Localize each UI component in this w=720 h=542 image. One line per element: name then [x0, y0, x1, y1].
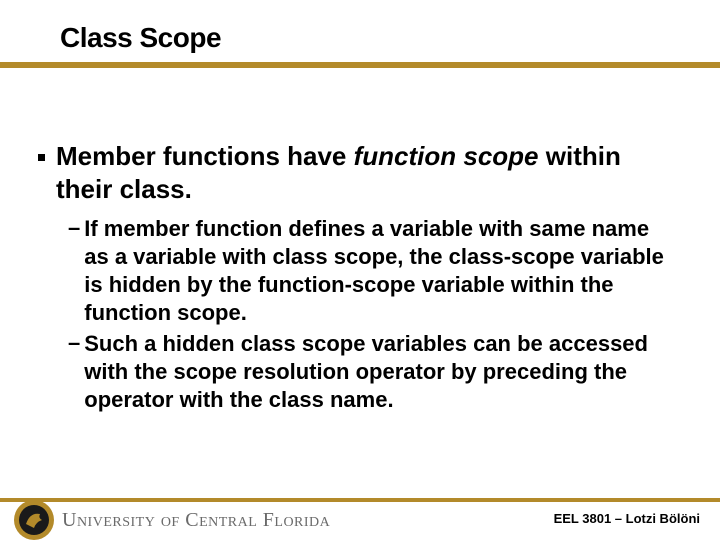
dash-icon: –: [68, 330, 80, 356]
ucf-pegasus-logo-icon: [12, 498, 56, 542]
bullet-item: Member functions have function scope wit…: [38, 140, 678, 205]
dash-icon: –: [68, 215, 80, 241]
bullet-text: Member functions have function scope wit…: [56, 140, 678, 205]
sub-bullet-text: Such a hidden class scope variables can …: [84, 330, 678, 414]
bullet-dot-icon: [38, 154, 48, 164]
sub-bullet-list: – If member function defines a variable …: [68, 215, 678, 414]
sub-bullet-item: – If member function defines a variable …: [68, 215, 678, 328]
title-area: Class Scope: [60, 22, 221, 54]
sub-bullet-text: If member function defines a variable wi…: [84, 215, 678, 328]
slide-title: Class Scope: [60, 22, 221, 54]
content-area: Member functions have function scope wit…: [38, 140, 678, 416]
footer-course-author: EEL 3801 – Lotzi Bölöni: [554, 511, 700, 526]
sub-bullet-item: – Such a hidden class scope variables ca…: [68, 330, 678, 414]
footer-bar: [0, 498, 720, 502]
title-underline-bar: [0, 62, 720, 68]
university-name: University of Central Florida: [62, 509, 330, 532]
